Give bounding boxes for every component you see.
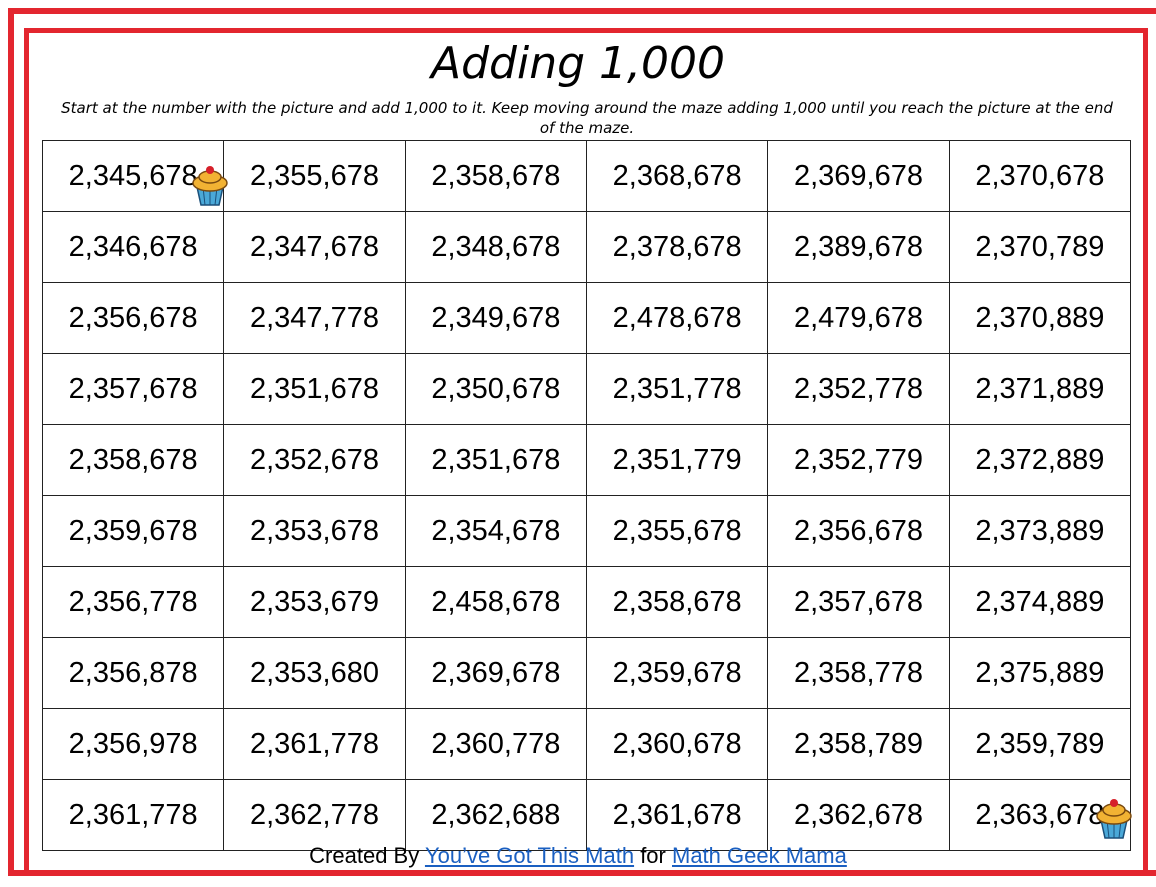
maze-cell: 2,346,678 [43, 212, 224, 283]
maze-cell: 2,389,678 [768, 212, 949, 283]
maze-cell: 2,369,678 [405, 638, 586, 709]
maze-cell: 2,368,678 [586, 141, 767, 212]
maze-cell: 2,360,778 [405, 709, 586, 780]
maze-cell: 2,353,680 [224, 638, 405, 709]
link[interactable]: You’ve Got This Math [425, 843, 634, 868]
maze-cell: 2,370,889 [949, 283, 1130, 354]
maze-cell: 2,359,678 [586, 638, 767, 709]
maze-cell: 2,359,789 [949, 709, 1130, 780]
maze-cell: 2,369,678 [768, 141, 949, 212]
maze-cell: 2,351,778 [586, 354, 767, 425]
maze-cell: 2,357,678 [768, 567, 949, 638]
maze-cell: 2,356,678 [768, 496, 949, 567]
maze-cell: 2,362,678 [768, 780, 949, 851]
instructions: Start at the number with the picture and… [52, 98, 1122, 138]
maze-cell: 2,350,678 [405, 354, 586, 425]
maze-cell: 2,356,978 [43, 709, 224, 780]
maze-cell: 2,370,678 [949, 141, 1130, 212]
worksheet: Adding 1,000 Start at the number with th… [0, 0, 1156, 887]
maze-cell: 2,355,678 [224, 141, 405, 212]
maze-cell: 2,478,678 [586, 283, 767, 354]
maze-cell: 2,347,678 [224, 212, 405, 283]
cupcake-start [190, 163, 230, 207]
maze-cell: 2,361,678 [586, 780, 767, 851]
cupcake-end [1094, 796, 1134, 840]
maze-cell: 2,353,678 [224, 496, 405, 567]
link[interactable]: Math Geek Mama [672, 843, 847, 868]
maze-cell: 2,359,678 [43, 496, 224, 567]
maze-cell: 2,358,678 [43, 425, 224, 496]
maze-cell: 2,360,678 [586, 709, 767, 780]
maze-cell: 2,356,878 [43, 638, 224, 709]
maze-cell: 2,356,778 [43, 567, 224, 638]
maze-cell: 2,357,678 [43, 354, 224, 425]
maze-cell: 2,352,678 [224, 425, 405, 496]
maze-cell: 2,358,778 [768, 638, 949, 709]
maze-cell: 2,355,678 [586, 496, 767, 567]
maze-cell: 2,351,678 [224, 354, 405, 425]
maze-cell: 2,348,678 [405, 212, 586, 283]
maze-cell: 2,352,778 [768, 354, 949, 425]
maze-cell: 2,362,778 [224, 780, 405, 851]
maze-cell: 2,349,678 [405, 283, 586, 354]
maze-cell: 2,373,889 [949, 496, 1130, 567]
footer-prefix: Created By [309, 843, 419, 868]
maze-cell: 2,374,889 [949, 567, 1130, 638]
maze-cell: 2,351,678 [405, 425, 586, 496]
maze-cell: 2,370,789 [949, 212, 1130, 283]
maze-cell: 2,372,889 [949, 425, 1130, 496]
maze-cell: 2,352,779 [768, 425, 949, 496]
maze-cell: 2,354,678 [405, 496, 586, 567]
maze-cell: 2,371,889 [949, 354, 1130, 425]
maze-cell: 2,479,678 [768, 283, 949, 354]
maze-cell: 2,358,789 [768, 709, 949, 780]
maze-cell: 2,347,778 [224, 283, 405, 354]
maze-cell: 2,358,678 [405, 141, 586, 212]
maze-cell: 2,353,679 [224, 567, 405, 638]
footer: Created By You’ve Got This Math for Math… [0, 843, 1156, 869]
maze-cell: 2,378,678 [586, 212, 767, 283]
maze-cell: 2,375,889 [949, 638, 1130, 709]
footer-middle: for [640, 843, 666, 868]
maze-cell: 2,358,678 [586, 567, 767, 638]
maze-cell: 2,458,678 [405, 567, 586, 638]
maze-cell: 2,351,779 [586, 425, 767, 496]
maze-cell: 2,361,778 [43, 780, 224, 851]
maze-cell: 2,361,778 [224, 709, 405, 780]
maze-cell: 2,356,678 [43, 283, 224, 354]
title: Adding 1,000 [0, 38, 1156, 89]
maze-cell: 2,362,688 [405, 780, 586, 851]
